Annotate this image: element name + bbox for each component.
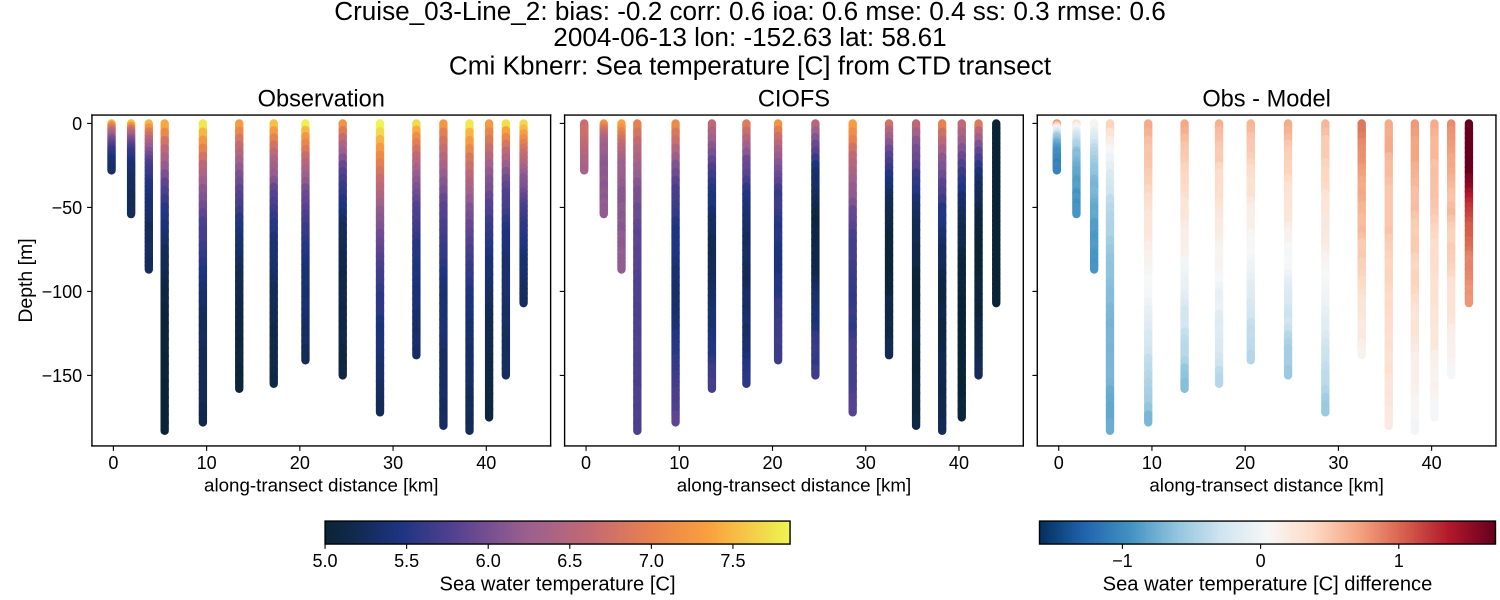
svg-text:10: 10 — [669, 453, 689, 473]
svg-text:10: 10 — [1142, 453, 1162, 473]
svg-text:40: 40 — [1422, 453, 1442, 473]
svg-text:0: 0 — [72, 114, 82, 134]
svg-text:Cmi Kbnerr: Sea temperature [C: Cmi Kbnerr: Sea temperature [C] from CTD… — [449, 51, 1052, 81]
svg-text:30: 30 — [383, 453, 403, 473]
svg-text:20: 20 — [762, 453, 782, 473]
svg-text:30: 30 — [1328, 453, 1348, 473]
svg-text:6.5: 6.5 — [557, 551, 582, 571]
svg-text:2004-06-13 lon: -152.63 lat: 5: 2004-06-13 lon: -152.63 lat: 58.61 — [553, 22, 946, 52]
svg-text:Obs - Model: Obs - Model — [1202, 87, 1331, 113]
svg-text:−100: −100 — [42, 282, 83, 302]
svg-text:0: 0 — [1054, 453, 1064, 473]
svg-text:40: 40 — [949, 453, 969, 473]
svg-text:Sea water temperature [C] diff: Sea water temperature [C] difference — [1103, 574, 1433, 596]
svg-text:5.5: 5.5 — [394, 551, 419, 571]
svg-text:20: 20 — [290, 453, 310, 473]
svg-text:along-transect distance [km]: along-transect distance [km] — [677, 475, 912, 496]
svg-text:0: 0 — [108, 453, 118, 473]
svg-text:1: 1 — [1394, 551, 1404, 571]
svg-text:10: 10 — [197, 453, 217, 473]
svg-text:20: 20 — [1235, 453, 1255, 473]
svg-text:40: 40 — [476, 453, 496, 473]
svg-text:−150: −150 — [42, 366, 83, 386]
svg-text:−1: −1 — [1112, 551, 1133, 571]
svg-text:30: 30 — [856, 453, 876, 473]
svg-text:0: 0 — [1256, 551, 1266, 571]
svg-text:5.0: 5.0 — [313, 551, 338, 571]
svg-text:0: 0 — [581, 453, 591, 473]
svg-text:CIOFS: CIOFS — [758, 87, 830, 113]
svg-text:Observation: Observation — [258, 87, 385, 113]
svg-text:7.0: 7.0 — [639, 551, 664, 571]
svg-text:6.0: 6.0 — [476, 551, 501, 571]
svg-text:7.5: 7.5 — [720, 551, 745, 571]
svg-text:−50: −50 — [52, 198, 83, 218]
svg-text:along-transect distance [km]: along-transect distance [km] — [204, 475, 439, 496]
svg-text:along-transect distance [km]: along-transect distance [km] — [1149, 475, 1384, 496]
svg-text:Depth [m]: Depth [m] — [15, 238, 37, 322]
svg-text:Sea water temperature [C]: Sea water temperature [C] — [440, 574, 676, 596]
